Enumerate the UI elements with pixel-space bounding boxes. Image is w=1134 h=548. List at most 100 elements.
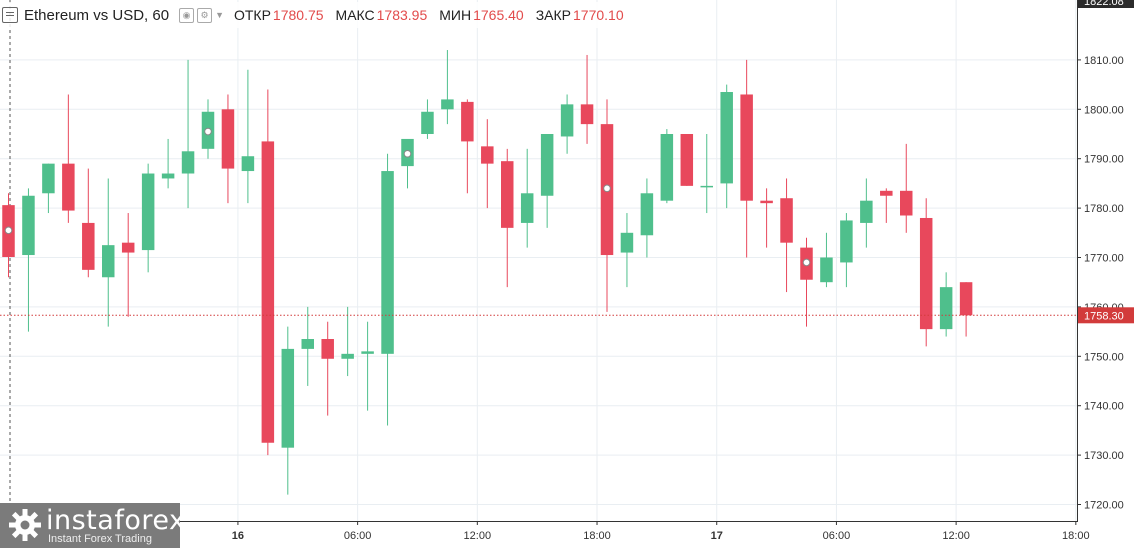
high-label: МАКС [335,7,375,23]
candlesticks [2,50,973,495]
candle [341,306,354,377]
candle-body [540,134,554,196]
candle-body [62,163,75,211]
candle-body [281,348,295,448]
price-tick-label: 1750.00 [1084,351,1124,363]
event-marker [204,127,212,136]
candle [381,153,394,426]
last-price-label: 1758.30 [1084,310,1124,322]
candle-body [740,94,753,201]
candle-body [840,220,853,263]
candle [161,138,175,189]
candle [520,148,534,248]
candle-body [660,134,674,201]
high-value: 1783.95 [376,7,428,23]
candle [82,168,95,278]
price-tick-label: 1730.00 [1084,450,1124,462]
candle [800,237,813,327]
candle-body [341,353,354,359]
candle-body [939,287,953,330]
candle-body [919,217,933,330]
candle-body [421,111,434,134]
candle-body [560,104,574,137]
candle-body [780,198,793,243]
settings-icon[interactable]: ⚙ [197,7,213,23]
candle [501,148,514,288]
time-tick-label: 18:00 [1062,530,1090,542]
candle [22,188,35,332]
event-marker [4,226,13,235]
time-tick-label: 12:00 [942,530,970,542]
candle [780,178,793,293]
candle [740,59,753,258]
candle [181,59,195,209]
candle-body [241,156,255,172]
low-label: МИН [439,7,472,23]
candle [720,84,733,209]
open-value: 1780.75 [272,7,324,23]
candle [840,213,853,288]
candle [241,69,255,204]
candle [461,99,474,194]
chart-grid [0,0,1077,521]
candle [660,129,674,204]
candle [481,119,494,209]
candle [919,198,933,347]
logo-tagline: Instant Forex Trading [48,533,152,545]
candle [540,134,554,228]
candle-body [161,173,175,179]
symbol-legend: Ethereum vs USD, 60 ◉ ⚙ ▼ ОТКР 1780.75 М… [0,2,642,28]
price-tick-label: 1790.00 [1084,154,1124,166]
candle [102,178,115,327]
price-axis-bg [1077,0,1134,548]
candle [201,99,215,159]
candle [760,188,773,248]
time-tick-label: 16 [232,530,244,542]
low-value: 1765.40 [473,7,524,23]
candle [900,143,913,233]
candle-body [700,185,713,188]
candle [42,163,55,214]
logo-brand: instaforex [46,505,186,536]
candle-body [820,257,833,283]
price-axis[interactable]: 1720.001730.001740.001750.001760.001770.… [1077,0,1134,548]
top-price-badge [1078,0,1134,8]
event-marker [802,258,811,267]
candle-body [381,171,394,354]
top-price-label: 1822.08 [1084,0,1124,8]
candle [580,54,594,144]
chevron-down-icon[interactable]: ▼ [215,10,224,20]
candle-body [42,163,55,194]
candle-body [640,193,654,236]
candle-body [760,200,773,204]
symbol-title[interactable]: Ethereum vs USD, 60 [24,6,170,24]
eye-icon[interactable]: ◉ [179,7,195,23]
candle [880,188,893,223]
candle [2,193,15,278]
candle-body [301,339,314,349]
candle-body [900,190,913,216]
candle-body [461,101,474,142]
symbol-menu-icon[interactable] [2,7,18,23]
candle-body [121,242,135,253]
candle [261,89,275,456]
candle [441,50,454,125]
candle [680,134,694,186]
candle-body [22,195,35,256]
price-tick-label: 1770.00 [1084,253,1124,265]
candle [939,272,953,337]
candle-body [441,99,454,110]
candle [959,282,973,337]
candle-body [680,134,694,186]
price-tick-label: 1720.00 [1084,500,1124,512]
price-tick-label: 1740.00 [1084,401,1124,413]
candle [421,99,434,139]
candle-body [361,351,374,354]
candle [860,178,873,248]
close-label: ЗАКР [535,7,571,23]
time-tick-label: 17 [711,530,723,542]
candle-body [501,161,514,228]
candle [141,163,155,273]
event-marker [403,149,412,158]
